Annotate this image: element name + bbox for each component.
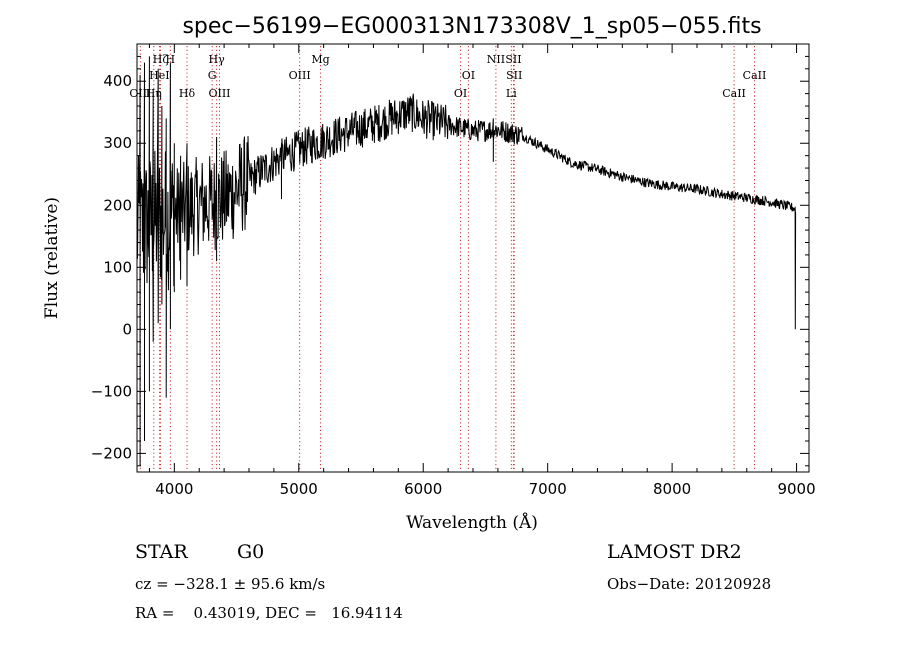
y-tick-label: 0 [122, 320, 132, 338]
line-marker-label: OI [454, 87, 467, 100]
chart-title: spec−56199−EG000313N173308V_1_sp05−055.f… [182, 14, 761, 39]
line-marker-label: NII [487, 53, 505, 66]
survey-name: LAMOST DR2 [607, 541, 742, 563]
y-tick-label: 400 [103, 72, 132, 90]
y-axis-label: Flux (relative) [42, 197, 62, 319]
line-marker-label: SII [505, 53, 521, 66]
y-tick-label: 100 [103, 258, 132, 276]
line-marker-label: H [166, 53, 176, 66]
y-tick-label: 200 [103, 196, 132, 214]
spectrum-line [136, 56, 797, 466]
x-tick-label: 5000 [280, 480, 318, 498]
line-marker-label: Hδ [179, 87, 196, 100]
x-tick-label: 8000 [653, 480, 691, 498]
y-tick-label: −200 [91, 444, 132, 462]
redshift-cz: cz = −328.1 ± 95.6 km/s [135, 575, 326, 593]
line-marker-label: OIII [208, 87, 230, 100]
x-axis-label: Wavelength (Å) [406, 512, 538, 533]
line-marker-label: G [208, 69, 217, 82]
object-class: STAR [135, 541, 188, 563]
line-marker-label: CaII [722, 87, 746, 100]
x-tick-label: 4000 [155, 480, 193, 498]
y-tick-label: 300 [103, 134, 132, 152]
line-marker-label: Li [506, 87, 517, 100]
line-marker-label: CaII [743, 69, 767, 82]
line-marker-label: OI [462, 69, 475, 82]
x-tick-label: 9000 [777, 480, 815, 498]
y-tick-label: −100 [91, 382, 132, 400]
axis-ticks: 4000 5000 6000 7000 8000 9000 −200 −100 0 100 200 3… [91, 43, 816, 498]
line-marker-label: OIII [289, 69, 311, 82]
plot-frame [136, 43, 810, 473]
x-tick-label: 6000 [404, 480, 442, 498]
line-marker-label: Hζ [153, 53, 169, 66]
subclass: G0 [237, 541, 265, 563]
line-marker-label: Mg [311, 53, 329, 66]
line-marker-label: Hγ [209, 53, 226, 66]
obs-date: Obs−Date: 20120928 [607, 575, 772, 593]
line-marker-label: Hη [146, 87, 162, 100]
line-marker-label: HeI [149, 69, 169, 82]
ra-dec: RA = 0.43019, DEC = 16.94114 [135, 604, 403, 622]
x-tick-label: 7000 [529, 480, 567, 498]
line-marker-label: SII [506, 69, 522, 82]
